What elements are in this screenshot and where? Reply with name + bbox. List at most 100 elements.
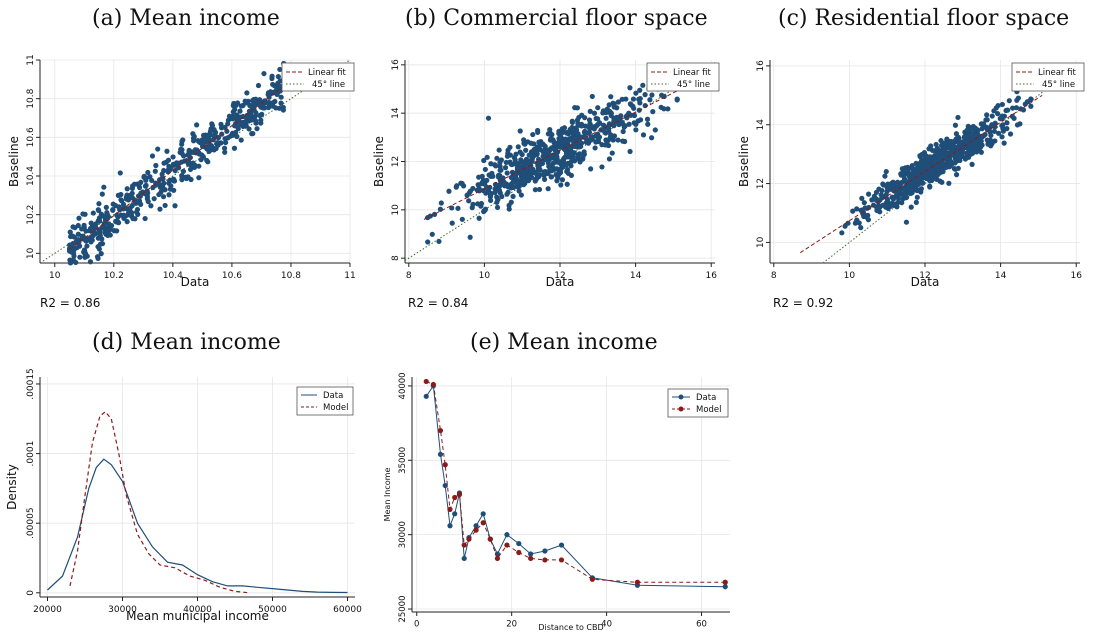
scatter-point — [481, 208, 487, 215]
scatter-point — [95, 207, 101, 213]
chart-e-line: 0 20 40 60 25000 30000 35000 40000 Distance to C… — [383, 372, 730, 632]
scatter-point — [510, 179, 516, 185]
scatter-points — [66, 60, 287, 266]
scatter-point — [861, 200, 867, 206]
scatter-point — [253, 100, 259, 107]
scatter-point — [493, 163, 499, 169]
scatter-point — [665, 106, 671, 112]
scatter-point — [969, 125, 976, 132]
scatter-point — [446, 188, 452, 194]
scatter-point — [459, 216, 465, 222]
scatter-point — [1028, 103, 1034, 109]
x-tick-label: 8 — [771, 271, 777, 281]
scatter-point — [229, 115, 235, 121]
point-data — [437, 451, 444, 457]
scatter-point — [588, 166, 594, 172]
y-tick-label: 30000 — [398, 521, 408, 548]
scatter-point — [97, 241, 104, 247]
scatter-point — [425, 239, 431, 245]
scatter-point — [953, 153, 960, 160]
y-tick-label: .00005 — [26, 507, 36, 539]
scatter-point — [906, 184, 912, 190]
scatter-point — [984, 117, 990, 123]
scatter-point — [877, 209, 883, 215]
scatter-point — [884, 188, 890, 195]
scatter-point — [71, 234, 77, 240]
point-data — [423, 393, 429, 399]
scatter-point — [481, 157, 487, 164]
scatter-point — [512, 157, 518, 163]
scatter-point — [475, 201, 481, 207]
scatter-point — [196, 175, 202, 181]
scatter-point — [204, 133, 211, 139]
scatter-point — [536, 186, 543, 193]
scatter-points — [839, 89, 1034, 236]
scatter-point — [215, 135, 222, 141]
scatter-point — [921, 157, 927, 163]
scatter-point — [129, 203, 135, 209]
scatter-point — [124, 219, 130, 225]
scatter-point — [127, 192, 133, 198]
legend-label-fit: Linear fit — [308, 68, 346, 78]
scatter-point — [277, 66, 283, 73]
scatter-point — [431, 211, 438, 218]
scatter-point — [1013, 105, 1020, 111]
scatter-point — [882, 173, 888, 179]
point-model — [447, 506, 453, 512]
x-tick-label: 12 — [554, 271, 565, 281]
scatter-point — [479, 180, 485, 186]
scatter-point — [929, 177, 935, 183]
scatter-point — [221, 145, 228, 151]
point-model — [461, 542, 467, 548]
scatter-point — [522, 177, 528, 183]
scatter-point — [526, 152, 532, 158]
y-tick-label: .0001 — [26, 441, 36, 467]
scatter-point — [179, 150, 185, 157]
scatter-point — [902, 170, 908, 176]
scatter-point — [508, 161, 514, 167]
point-model — [487, 536, 493, 542]
scatter-points — [425, 69, 680, 245]
scatter-point — [267, 103, 273, 109]
scatter-point — [869, 197, 875, 203]
point-model — [516, 549, 522, 556]
scatter-point — [497, 182, 504, 188]
scatter-point — [504, 153, 511, 159]
y-tick-label: 12 — [391, 156, 401, 167]
scatter-point — [938, 138, 944, 144]
scatter-point — [168, 183, 174, 189]
scatter-point — [156, 182, 163, 188]
scatter-point — [493, 186, 499, 192]
scatter-point — [547, 126, 553, 133]
scatter-point — [70, 250, 77, 256]
scatter-point — [576, 151, 583, 157]
scatter-point — [878, 192, 884, 198]
scatter-point — [222, 149, 228, 155]
scatter-point — [897, 183, 903, 189]
scatter-point — [586, 117, 593, 123]
scatter-point — [123, 196, 130, 202]
scatter-point — [157, 206, 163, 212]
point-data — [722, 584, 728, 590]
legend-label-data: Data — [696, 393, 716, 403]
scatter-point — [504, 170, 510, 176]
x-axis-label: Data — [546, 275, 575, 289]
scatter-point — [572, 136, 578, 142]
scatter-point — [953, 138, 959, 145]
scatter-point — [933, 166, 939, 172]
scatter-point — [839, 230, 845, 236]
point-data — [480, 511, 486, 517]
scatter-point — [645, 121, 651, 127]
scatter-point — [937, 178, 943, 184]
linear-fit-line — [423, 88, 682, 220]
scatter-point — [219, 131, 225, 137]
chart-a-scatter: 10 10.2 10.4 10.6 10.8 11 10 10.2 10.4 10.6 10.8 11… — [7, 54, 356, 289]
scatter-point — [98, 251, 104, 257]
y-axis-label: Baseline — [7, 136, 21, 187]
scatter-point — [1009, 113, 1015, 119]
scatter-point — [605, 142, 612, 149]
x-axis-label: Mean municipal income — [126, 609, 269, 623]
scatter-point — [517, 128, 523, 134]
scatter-point — [248, 111, 254, 118]
scatter-point — [589, 93, 595, 100]
